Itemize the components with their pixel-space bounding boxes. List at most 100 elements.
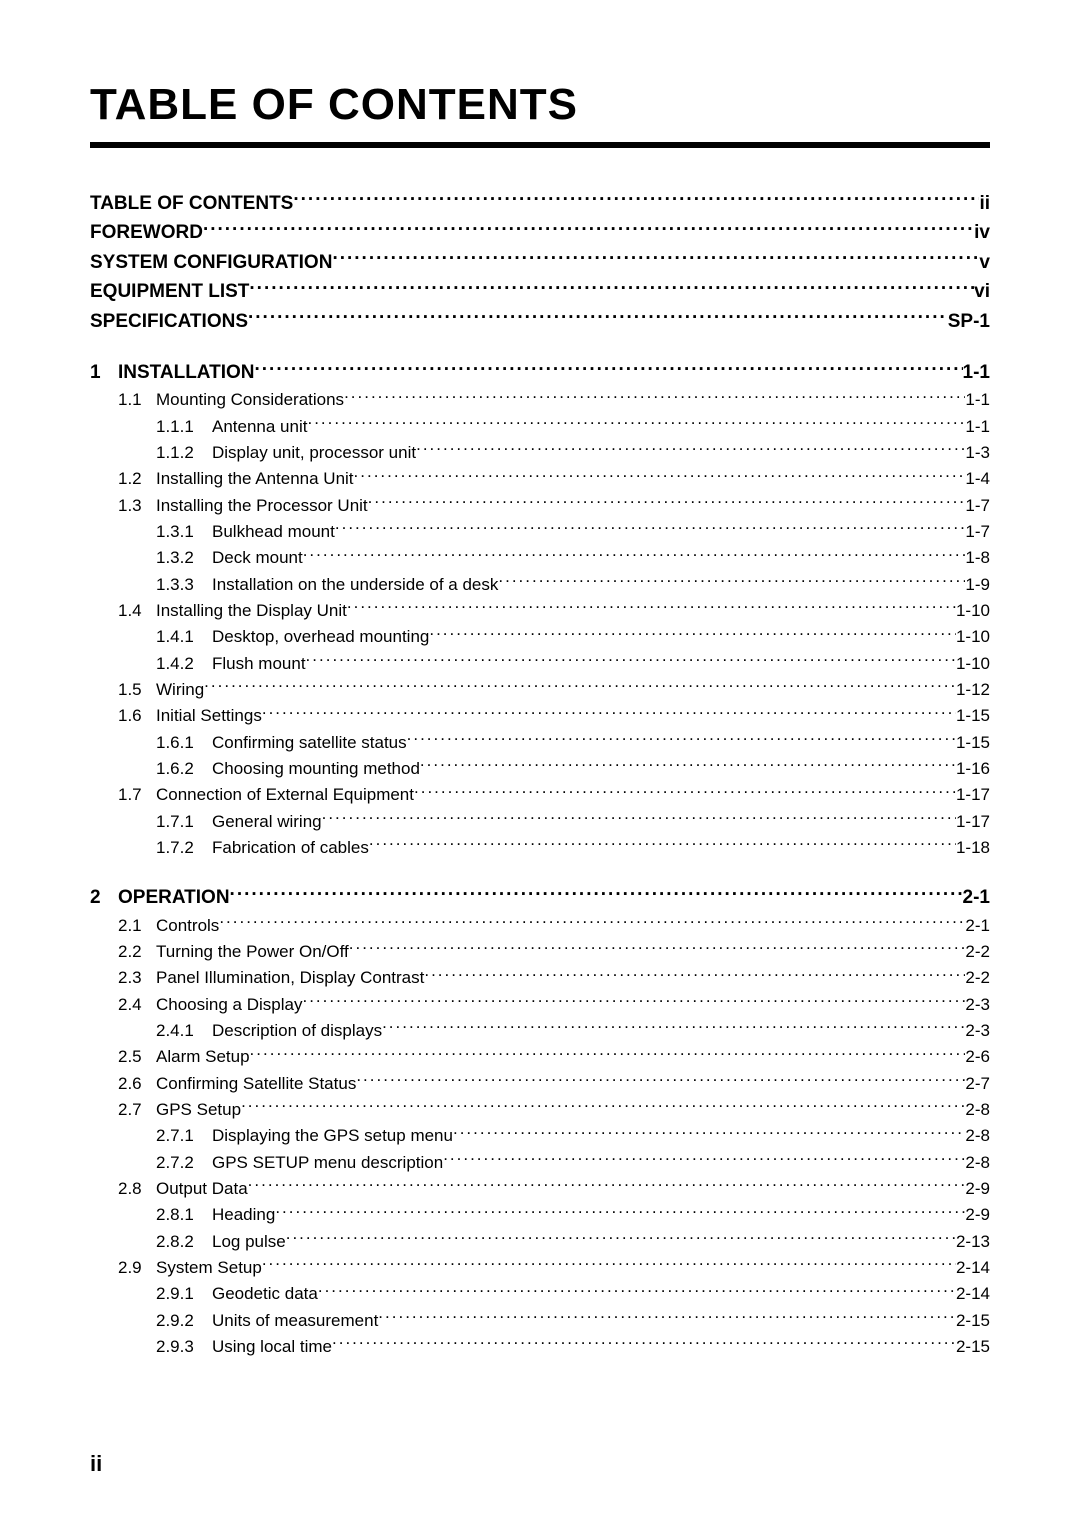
toc-page: 1-9 xyxy=(965,573,990,598)
toc-page: 1-18 xyxy=(956,836,990,861)
toc-row: 1.6.1Confirming satellite status 1-15 xyxy=(156,729,990,755)
toc-page: 2-15 xyxy=(956,1309,990,1334)
title-rule xyxy=(90,142,990,148)
toc-text: Wiring xyxy=(156,680,204,699)
toc-label: 2.8.1Heading xyxy=(156,1203,275,1228)
toc-label: 1.1.1Antenna unit xyxy=(156,415,307,440)
toc-label: 1INSTALLATION xyxy=(90,359,255,387)
toc-leader-dots xyxy=(255,357,963,378)
toc-text: Confirming satellite status xyxy=(212,733,407,752)
toc-label: 1.4Installing the Display Unit xyxy=(118,599,347,624)
toc-row: 2.1Controls 2-1 xyxy=(118,912,990,938)
toc-leader-dots xyxy=(349,938,966,957)
toc-text: Desktop, overhead mounting xyxy=(212,627,429,646)
toc-leader-dots xyxy=(248,306,948,327)
toc-label: TABLE OF CONTENTS xyxy=(90,190,293,218)
toc-number: 2 xyxy=(90,884,118,912)
toc-page: 2-2 xyxy=(965,940,990,965)
toc-page: SP-1 xyxy=(948,308,990,336)
toc-page: 1-16 xyxy=(956,757,990,782)
toc-leader-dots xyxy=(303,545,966,564)
toc-page: ii xyxy=(979,190,990,218)
toc-number: 1.6.2 xyxy=(156,757,212,782)
toc-label: 2.4.1Description of displays xyxy=(156,1019,382,1044)
toc-leader-dots xyxy=(416,439,965,458)
toc-page: 1-10 xyxy=(956,599,990,624)
toc-page: 1-17 xyxy=(956,810,990,835)
toc-leader-dots xyxy=(382,1017,965,1036)
toc-page: 1-1 xyxy=(965,415,990,440)
toc-row: EQUIPMENT LIST vi xyxy=(90,276,990,305)
toc-leader-dots xyxy=(332,1333,956,1352)
toc-number: 2.9.1 xyxy=(156,1282,212,1307)
toc-number: 1.3 xyxy=(118,494,156,519)
toc-text: TABLE OF CONTENTS xyxy=(90,193,293,214)
toc-text: Using local time xyxy=(212,1337,332,1356)
toc-leader-dots xyxy=(204,676,956,695)
toc-row: 2.9.1Geodetic data 2-14 xyxy=(156,1281,990,1307)
toc-text: Log pulse xyxy=(212,1232,286,1251)
toc-text: Mounting Considerations xyxy=(156,390,344,409)
toc-row: 1.5Wiring 1-12 xyxy=(118,676,990,702)
toc-text: Geodetic data xyxy=(212,1284,318,1303)
toc-number: 2.9 xyxy=(118,1256,156,1281)
toc-label: EQUIPMENT LIST xyxy=(90,278,249,306)
toc-row: 1.4.2Flush mount 1-10 xyxy=(156,650,990,676)
toc-label: 1.7.2Fabrication of cables xyxy=(156,836,369,861)
toc-number: 1.3.3 xyxy=(156,573,212,598)
toc-leader-dots xyxy=(293,188,979,209)
toc-row: FOREWORD iv xyxy=(90,217,990,246)
toc-row: 2.4Choosing a Display 2-3 xyxy=(118,991,990,1017)
toc-text: Heading xyxy=(212,1205,275,1224)
toc-number: 2.4.1 xyxy=(156,1019,212,1044)
toc-label: 2.7.2GPS SETUP menu description xyxy=(156,1151,443,1176)
toc-text: Choosing mounting method xyxy=(212,759,420,778)
toc-text: EQUIPMENT LIST xyxy=(90,281,249,302)
toc-row: TABLE OF CONTENTS ii xyxy=(90,188,990,217)
toc-page: 1-10 xyxy=(956,652,990,677)
toc-label: 1.3.2Deck mount xyxy=(156,546,303,571)
toc-text: SPECIFICATIONS xyxy=(90,311,248,332)
toc-number: 1.6 xyxy=(118,704,156,729)
toc-row: 1.2Installing the Antenna Unit 1-4 xyxy=(118,466,990,492)
toc-page: 2-8 xyxy=(965,1124,990,1149)
toc-row: 1.3.2Deck mount 1-8 xyxy=(156,545,990,571)
toc-page: 1-15 xyxy=(956,731,990,756)
spacer xyxy=(90,335,990,357)
toc-number: 1.1.2 xyxy=(156,441,212,466)
toc-page: 1-1 xyxy=(963,359,990,387)
toc-number: 2.8.2 xyxy=(156,1230,212,1255)
toc-text: OPERATION xyxy=(118,887,230,908)
toc-leader-dots xyxy=(306,650,956,669)
toc-leader-dots xyxy=(369,834,956,853)
toc-text: Panel Illumination, Display Contrast xyxy=(156,968,424,987)
toc-label: 1.6Initial Settings xyxy=(118,704,262,729)
toc-label: 2.8Output Data xyxy=(118,1177,248,1202)
toc-label: 1.1Mounting Considerations xyxy=(118,388,344,413)
toc-page: 1-12 xyxy=(956,678,990,703)
toc-text: Initial Settings xyxy=(156,706,262,725)
toc-row: 2.3Panel Illumination, Display Contrast … xyxy=(118,965,990,991)
toc-number: 1.4.2 xyxy=(156,652,212,677)
toc-row: SPECIFICATIONS SP-1 xyxy=(90,306,990,335)
toc-label: 2.7.1Displaying the GPS setup menu xyxy=(156,1124,453,1149)
toc-number: 2.3 xyxy=(118,966,156,991)
toc-page: 2-15 xyxy=(956,1335,990,1360)
toc-row: 1.3Installing the Processor Unit 1-7 xyxy=(118,492,990,518)
toc-text: Alarm Setup xyxy=(156,1047,250,1066)
toc-label: 2.3Panel Illumination, Display Contrast xyxy=(118,966,424,991)
toc-text: Bulkhead mount xyxy=(212,522,335,541)
toc-label: 2.8.2Log pulse xyxy=(156,1230,286,1255)
toc-leader-dots xyxy=(347,597,956,616)
toc-text: Displaying the GPS setup menu xyxy=(212,1126,453,1145)
toc-text: GPS SETUP menu description xyxy=(212,1153,443,1172)
toc-label: 2.4Choosing a Display xyxy=(118,993,302,1018)
toc-row: 1.3.1Bulkhead mount 1-7 xyxy=(156,518,990,544)
toc-page: 2-14 xyxy=(956,1256,990,1281)
page-number: ii xyxy=(90,1451,102,1477)
toc-text: Connection of External Equipment xyxy=(156,785,414,804)
toc-row: 2.8Output Data 2-9 xyxy=(118,1175,990,1201)
toc-number: 1.5 xyxy=(118,678,156,703)
toc-page: 1-15 xyxy=(956,704,990,729)
toc-label: 2.1Controls xyxy=(118,914,219,939)
